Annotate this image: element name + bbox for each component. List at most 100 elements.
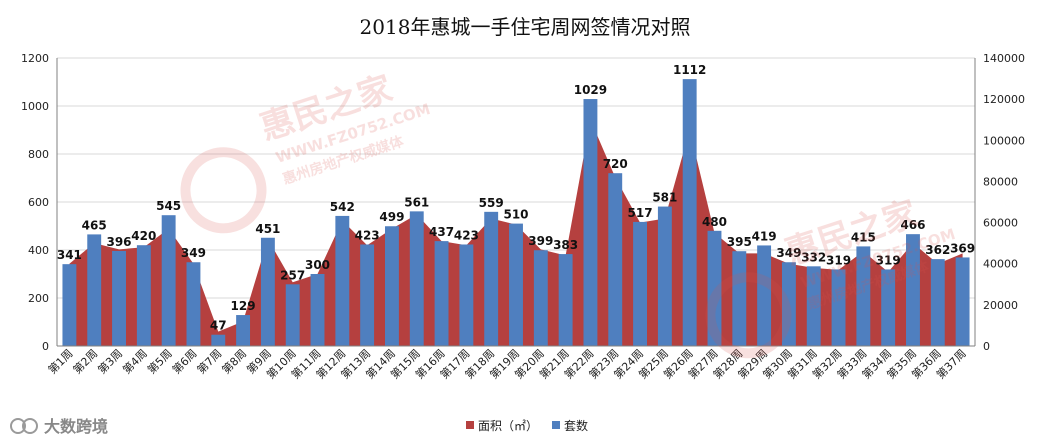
bar-21 [558, 254, 573, 346]
bar-18 [484, 211, 499, 346]
footer-logo: 大数跨境 [10, 417, 108, 436]
data-label: 319 [876, 253, 901, 267]
legend-swatch-area [466, 421, 474, 429]
data-label: 300 [305, 258, 330, 272]
data-label: 1029 [574, 83, 607, 97]
data-label: 423 [355, 228, 380, 242]
legend: 面积（㎡） 套数 [466, 418, 588, 433]
data-label: 581 [652, 191, 677, 205]
bar-17 [459, 244, 474, 346]
data-label: 423 [454, 228, 479, 242]
bar-4 [136, 245, 151, 346]
data-label: 349 [776, 246, 801, 260]
bar-3 [112, 250, 126, 346]
data-label: 341 [57, 248, 82, 262]
bar-14 [384, 226, 399, 346]
bar-20 [533, 250, 548, 346]
bar-13 [360, 244, 375, 346]
x-tick-label: 第8周 [219, 346, 249, 376]
bar-37 [955, 257, 970, 346]
x-tick-label: 第3周 [95, 346, 125, 376]
bar-32 [831, 269, 846, 346]
left-tick-label: 200 [28, 292, 49, 305]
right-tick-label: 100000 [983, 134, 1025, 147]
bar-30 [781, 262, 796, 346]
legend-label-area: 面积（㎡） [478, 419, 538, 433]
legend-swatch-bar [552, 421, 560, 429]
data-label: 399 [528, 234, 553, 248]
right-tick-label: 40000 [983, 258, 1018, 271]
left-tick-label: 400 [28, 244, 49, 257]
data-label: 1112 [673, 63, 706, 77]
bar-23 [608, 173, 623, 346]
bar-36 [930, 259, 945, 346]
data-label: 395 [727, 235, 752, 249]
left-tick-label: 1200 [21, 52, 49, 65]
x-tick-label: 第4周 [120, 346, 150, 376]
left-axis-ticks: 0 200 400 600 800 1000 1200 [21, 52, 49, 353]
left-tick-label: 600 [28, 196, 49, 209]
x-tick-label: 第7周 [194, 346, 224, 376]
data-label: 362 [925, 243, 950, 257]
data-label: 545 [156, 199, 181, 213]
bar-24 [633, 221, 648, 346]
x-axis-ticks: 第1周第2周第3周第4周第5周第6周第7周第8周第9周第10周第11周第12周第… [45, 346, 969, 381]
bar-1 [62, 264, 77, 346]
bar-6 [186, 262, 201, 346]
x-tick-label: 第5周 [144, 346, 174, 376]
left-tick-label: 1000 [21, 100, 49, 113]
right-tick-label: 0 [983, 340, 990, 353]
right-axis-ticks: 0 20000 40000 60000 80000 100000 120000 140000 [983, 52, 1025, 353]
chart-title: 2018年惠城一手住宅周网签情况对照 [360, 15, 691, 39]
right-tick-label: 140000 [983, 52, 1025, 65]
right-tick-label: 60000 [983, 217, 1018, 230]
bar-7 [211, 334, 226, 346]
data-label: 542 [330, 200, 355, 214]
bar-28 [732, 251, 747, 346]
x-tick-label: 第6周 [169, 346, 199, 376]
data-label: 451 [255, 222, 280, 236]
data-label: 517 [628, 206, 653, 220]
data-label: 559 [479, 196, 504, 210]
bar-31 [806, 266, 821, 346]
bar-27 [707, 230, 722, 346]
bar-11 [310, 274, 325, 346]
bar-25 [657, 206, 672, 346]
data-label: 437 [429, 225, 454, 239]
data-label: 396 [106, 235, 131, 249]
bar-16 [434, 241, 449, 346]
data-label: 415 [851, 230, 876, 244]
data-label: 383 [553, 238, 578, 252]
bar-series [62, 79, 970, 347]
right-tick-label: 120000 [983, 93, 1025, 106]
bar-29 [757, 245, 772, 346]
bar-5 [161, 215, 176, 346]
data-label: 319 [826, 253, 851, 267]
bar-22 [583, 99, 598, 346]
data-label: 510 [503, 208, 528, 222]
bar-15 [409, 211, 424, 346]
data-label: 499 [379, 210, 404, 224]
data-label: 465 [82, 218, 107, 232]
data-label: 129 [231, 299, 256, 313]
bar-19 [509, 223, 523, 346]
data-label: 349 [181, 246, 206, 260]
data-label: 257 [280, 268, 305, 282]
bar-33 [856, 246, 871, 346]
data-label: 720 [603, 157, 628, 171]
bar-9 [260, 237, 275, 346]
bar-34 [881, 269, 896, 346]
data-label: 47 [210, 319, 227, 333]
footer-logo-text: 大数跨境 [44, 417, 108, 436]
data-label: 332 [801, 250, 826, 264]
bar-10 [285, 284, 300, 346]
axes [56, 58, 976, 347]
bar-26 [682, 79, 697, 347]
data-label: 480 [702, 215, 727, 229]
x-tick-label: 第2周 [70, 346, 100, 376]
x-tick-label: 第1周 [45, 346, 75, 376]
left-tick-label: 800 [28, 148, 49, 161]
